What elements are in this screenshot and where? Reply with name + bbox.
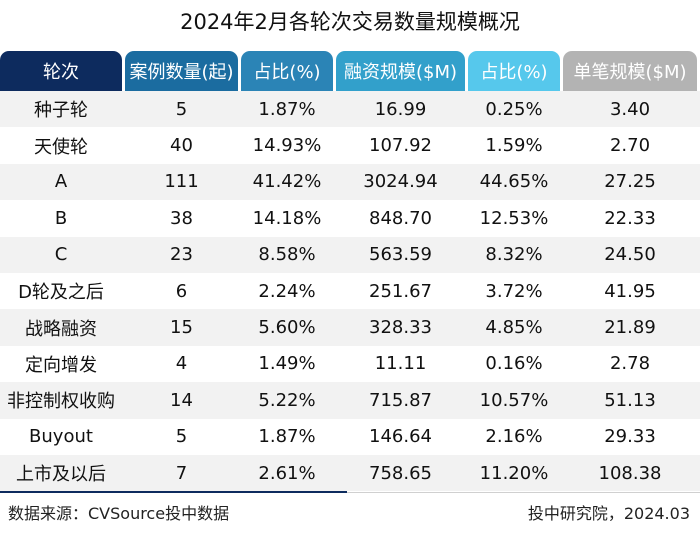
table-cell: 2.16%	[485, 426, 543, 448]
table-row: 天使轮 40 14.93% 107.92 1.59% 2.70	[0, 127, 700, 163]
table-cell: 14.93%	[252, 135, 322, 157]
table-row: 战略融资 15 5.60% 328.33 4.85% 21.89	[0, 309, 700, 346]
table-row: 上市及以后 7 2.61% 758.65 11.20% 108.38	[0, 454, 700, 492]
chart-title: 2024年2月各轮次交易数量规模概况	[180, 10, 520, 34]
table-cell: B	[54, 207, 68, 229]
table-cell: 40	[170, 135, 193, 157]
table-cell: 251.67	[369, 280, 432, 302]
table-row: 非控制权收购 14 5.22% 715.87 10.57% 51.13	[0, 382, 700, 419]
table-row: 定向增发 4 1.49% 11.11 0.16% 2.78	[0, 346, 700, 382]
table-cell: 5.22%	[258, 389, 316, 411]
table-body: 种子轮 5 1.87% 16.99 0.25% 3.40 天使轮 40 14.93% 107.92…	[0, 91, 700, 492]
table-cell: 44.65%	[479, 171, 549, 193]
table-cell: 14.18%	[252, 207, 322, 229]
table-cell: 328.33	[369, 317, 432, 339]
table-cell: 5.60%	[258, 317, 316, 339]
table-cell: 15	[170, 317, 193, 339]
table-cell: 27.25	[604, 171, 656, 193]
table-cell: 8.32%	[485, 244, 543, 266]
table-cell: 11.11	[374, 353, 427, 375]
table-row: 种子轮 5 1.87% 16.99 0.25% 3.40	[0, 91, 700, 128]
table-cell: 5	[175, 98, 188, 120]
table-cell: 23	[170, 244, 193, 266]
table-cell: 3.40	[609, 98, 651, 120]
table-cell: 上市及以后	[16, 464, 106, 486]
table-cell: 4.85%	[485, 317, 543, 339]
table-cell: 38	[170, 207, 193, 229]
table-cell: 11.20%	[479, 462, 549, 484]
table-row: C 23 8.58% 563.59 8.32% 24.50	[0, 236, 700, 273]
table-cell: 22.33	[604, 207, 656, 229]
table-cell: 108.38	[598, 462, 662, 484]
table-cell: 146.64	[369, 426, 432, 448]
column-header-2: 占比(%)	[241, 51, 333, 91]
table-cell: 563.59	[369, 244, 432, 266]
table-cell: 战略融资	[25, 318, 97, 340]
table-cell: 715.87	[369, 389, 432, 411]
table-cell: 8.58%	[258, 244, 316, 266]
table-cell: D轮及之后	[18, 282, 104, 304]
table-cell: A	[54, 171, 68, 193]
table-cell: 758.65	[369, 462, 432, 484]
table-cell: 1.87%	[258, 98, 316, 120]
table-cell: 3024.94	[363, 171, 438, 193]
table-cell: 5	[175, 426, 188, 448]
column-header-3: 融资规模($M)	[336, 51, 465, 91]
table-cell: 14	[170, 389, 193, 411]
table-cell: 107.92	[369, 135, 432, 157]
column-header-5: 单笔规模($M)	[563, 51, 697, 91]
table-cell: 1.49%	[258, 353, 316, 375]
table-cell: 12.53%	[479, 207, 549, 229]
table-cell: 6	[175, 280, 188, 302]
table-cell: 4	[175, 353, 188, 375]
column-header-1: 案例数量(起)	[125, 51, 238, 91]
table-cell: 29.33	[604, 426, 656, 448]
table-cell: 16.99	[374, 98, 427, 120]
table-header: 轮次 案例数量(起) 占比(%) 融资规模($M) 占比(%) 单笔规模($M)	[0, 51, 700, 91]
table-cell: 51.13	[604, 389, 656, 411]
table-row: B 38 14.18% 848.70 12.53% 22.33	[0, 200, 700, 236]
table-cell: 天使轮	[34, 136, 88, 158]
table-cell: C	[54, 244, 68, 266]
table-cell: 2.61%	[258, 462, 316, 484]
footer-divider-thin	[347, 491, 700, 493]
table-cell: 0.16%	[485, 353, 543, 375]
table-cell: 非控制权收购	[7, 391, 115, 413]
table-cell: 2.70	[609, 135, 651, 157]
table-cell: 1.87%	[258, 426, 316, 448]
table-cell: 7	[175, 462, 188, 484]
table-cell: 3.72%	[485, 280, 543, 302]
column-header-0: 轮次	[0, 51, 122, 91]
table-row: D轮及之后 6 2.24% 251.67 3.72% 41.95	[0, 273, 700, 309]
source-note: 数据来源：CVSource投中数据	[8, 504, 230, 523]
table-row: A 111 41.42% 3024.94 44.65% 27.25	[0, 163, 700, 201]
table-cell: 1.59%	[485, 135, 543, 157]
footer-divider	[0, 491, 347, 493]
table-cell: 2.24%	[258, 280, 316, 302]
column-header-4: 占比(%)	[468, 51, 560, 91]
credit-note: 投中研究院，2024.03	[527, 504, 690, 523]
table-cell: 种子轮	[34, 100, 88, 122]
table-cell: 41.95	[604, 280, 656, 302]
table-cell: 848.70	[369, 207, 432, 229]
table-cell: 24.50	[604, 244, 656, 266]
table-row: Buyout 5 1.87% 146.64 2.16% 29.33	[0, 419, 700, 455]
table-cell: 10.57%	[479, 389, 549, 411]
table-cell: 0.25%	[485, 98, 543, 120]
table-cell: 2.78	[609, 353, 651, 375]
table-cell: 111	[164, 171, 199, 193]
table-cell: 定向增发	[25, 354, 97, 376]
table-cell: Buyout	[29, 426, 93, 448]
table-cell: 21.89	[604, 317, 656, 339]
table-cell: 41.42%	[252, 171, 322, 193]
